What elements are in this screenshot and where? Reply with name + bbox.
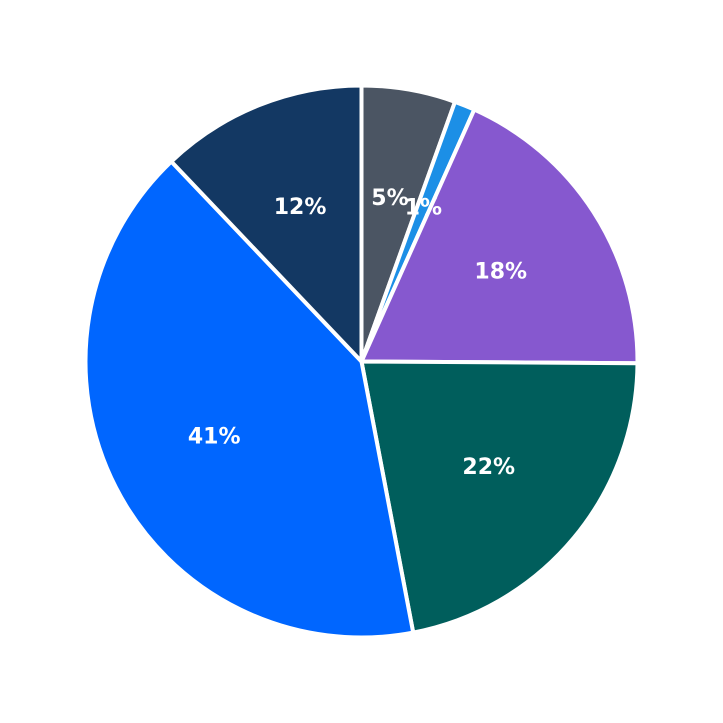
pie-slice-label-5: 12% — [274, 195, 327, 220]
slices-layer — [83, 83, 640, 640]
pie-slice-4 — [83, 159, 416, 640]
pie-slice-label-0: 5% — [371, 186, 408, 211]
labels-layer: 5%1% 18% 22% 41% 12% — [188, 186, 527, 480]
pie-slice-3 — [359, 359, 640, 635]
pie-slice-5 — [169, 83, 364, 364]
pie-slice-label-2: 18% — [474, 259, 527, 284]
pie-slice-label-4: 41% — [188, 425, 241, 450]
pie-slice-label-1: 1% — [405, 195, 442, 220]
pie-slice-2 — [359, 107, 640, 366]
pie-slice-label-3: 22% — [462, 455, 515, 480]
